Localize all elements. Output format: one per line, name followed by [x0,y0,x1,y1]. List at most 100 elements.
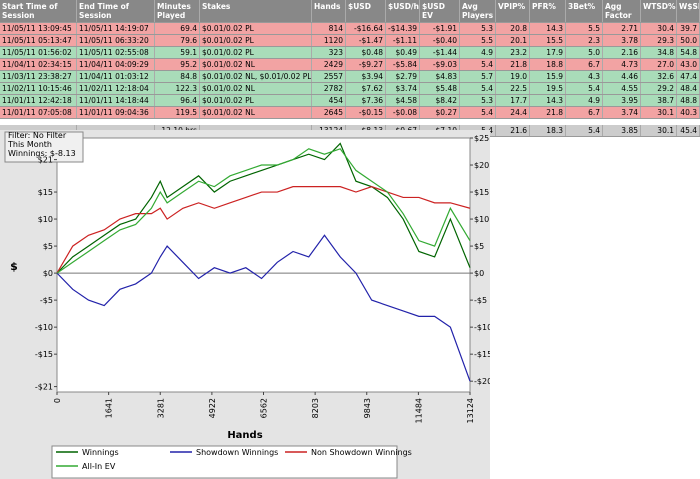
table-cell: 11/05/11 13:09:45 [0,23,77,34]
x-tick-label: 11484 [414,398,423,423]
table-cell: 17.7 [496,95,530,106]
table-cell: $0.01/0.02 PL [200,47,312,58]
table-cell: 119.5 [155,107,200,118]
table-cell: $0.49 [386,47,420,58]
y-tick-label: -$10 [35,323,53,332]
series-line [56,142,471,274]
column-header: Minutes Played [155,0,200,22]
table-cell: 5.5 [460,35,496,46]
table-cell: $0.01/0.02 NL [200,59,312,70]
table-cell: 11/05/11 14:19:07 [77,23,155,34]
table-cell: 40.3 [677,107,700,118]
series-line [56,234,471,382]
table-cell: -$1.44 [420,47,460,58]
column-header: W$SD% [677,0,700,22]
table-cell: 15.5 [530,35,566,46]
table-cell: 5.5 [566,23,603,34]
table-cell: 24.4 [496,107,530,118]
table-cell: $0.01/0.02 NL [200,107,312,118]
column-header: Hands [312,0,346,22]
table-cell: $4.58 [386,95,420,106]
summary-cell: 30.1 [641,125,677,136]
legend [51,445,398,479]
table-row: 11/01/11 12:42:18 11/01/11 14:18:44 96.4 $0… [0,95,700,107]
table-cell: 48.8 [677,95,700,106]
table-cell: 2.16 [603,47,641,58]
table-cell: 11/05/11 06:33:20 [77,35,155,46]
chart: Filter: No Filter This Month Winnings: $… [0,130,490,479]
x-axis-label: Hands [227,430,262,441]
legend-label: Non Showdown Winnings [311,448,412,457]
filter-text: This Month [7,140,52,149]
table-cell: -$1.47 [346,35,386,46]
table-cell: 43.0 [677,59,700,70]
table-cell: -$9.27 [346,59,386,70]
table-cell: 47.4 [677,71,700,82]
table-cell: 19.0 [496,71,530,82]
y-tick-label: $5 [43,242,53,251]
column-header: $USD [346,0,386,22]
table-cell: 22.5 [496,83,530,94]
y2-tick-label: $15 [474,188,489,197]
table-cell: 21.8 [530,107,566,118]
table-cell: $4.83 [420,71,460,82]
table-cell: 20.1 [496,35,530,46]
table-cell: -$0.15 [346,107,386,118]
table-cell: 2.71 [603,23,641,34]
x-tick-label: 0 [53,398,62,403]
table-cell: $0.01/0.02 PL [200,35,312,46]
y-tick-label: $0 [43,269,53,278]
table-cell: 11/01/11 07:05:08 [0,107,77,118]
table-cell: 18.8 [530,59,566,70]
table-cell: -$16.64 [346,23,386,34]
table-row: 11/02/11 10:15:46 11/02/11 12:18:04 122.3 $… [0,83,700,95]
table-cell: $2.79 [386,71,420,82]
table-cell: 4.73 [603,59,641,70]
table-cell: 5.7 [460,71,496,82]
table-cell: 48.4 [677,83,700,94]
table-cell: 39.7 [677,23,700,34]
table-cell: 5.4 [460,59,496,70]
table-cell: 30.4 [641,23,677,34]
table-cell: 1120 [312,35,346,46]
summary-cell: 21.6 [496,125,530,136]
table-cell: 5.3 [460,23,496,34]
table-cell: 84.8 [155,71,200,82]
table-row: 11/01/11 07:05:08 11/01/11 09:04:36 119.5 $… [0,107,700,119]
y2-tick-label: -$20 [474,377,490,386]
y2-tick-label: -$15 [474,350,490,359]
table-cell: 30.1 [641,107,677,118]
table-cell: 50.0 [677,35,700,46]
table-row[interactable]: Start Time of Session End Time of Session… [0,0,700,23]
table-cell: 4.3 [566,71,603,82]
column-header: $USD EV [420,0,460,22]
table-cell: 3.95 [603,95,641,106]
table-cell: 323 [312,47,346,58]
table-cell: -$9.03 [420,59,460,70]
x-tick-label: 9843 [363,398,372,418]
y-tick-label: -$5 [40,296,53,305]
table-cell: 4.55 [603,83,641,94]
table-cell: 27.0 [641,59,677,70]
table-cell: 15.9 [530,71,566,82]
x-tick-label: 4922 [208,398,217,418]
table-cell: 32.6 [641,71,677,82]
table-row: 11/03/11 23:38:27 11/04/11 01:03:12 84.8 $0… [0,71,700,83]
legend-label: Winnings [82,448,119,457]
table-row: 11/05/11 01:56:02 11/05/11 02:55:08 59.1 $0… [0,47,700,59]
table-cell: 38.7 [641,95,677,106]
table-cell: 2557 [312,71,346,82]
table-cell: 5.4 [460,83,496,94]
table-cell: 20.8 [496,23,530,34]
table-cell: 54.8 [677,47,700,58]
column-header: 3Bet% [566,0,603,22]
table-cell: -$1.11 [386,35,420,46]
table-cell: 11/03/11 23:38:27 [0,71,77,82]
table-cell: $0.48 [346,47,386,58]
table-cell: 122.3 [155,83,200,94]
column-header: WTSD% [641,0,677,22]
table-cell: 34.8 [641,47,677,58]
session-table: Start Time of Session End Time of Session… [0,0,700,137]
table-cell: 814 [312,23,346,34]
table-cell: 14.3 [530,95,566,106]
